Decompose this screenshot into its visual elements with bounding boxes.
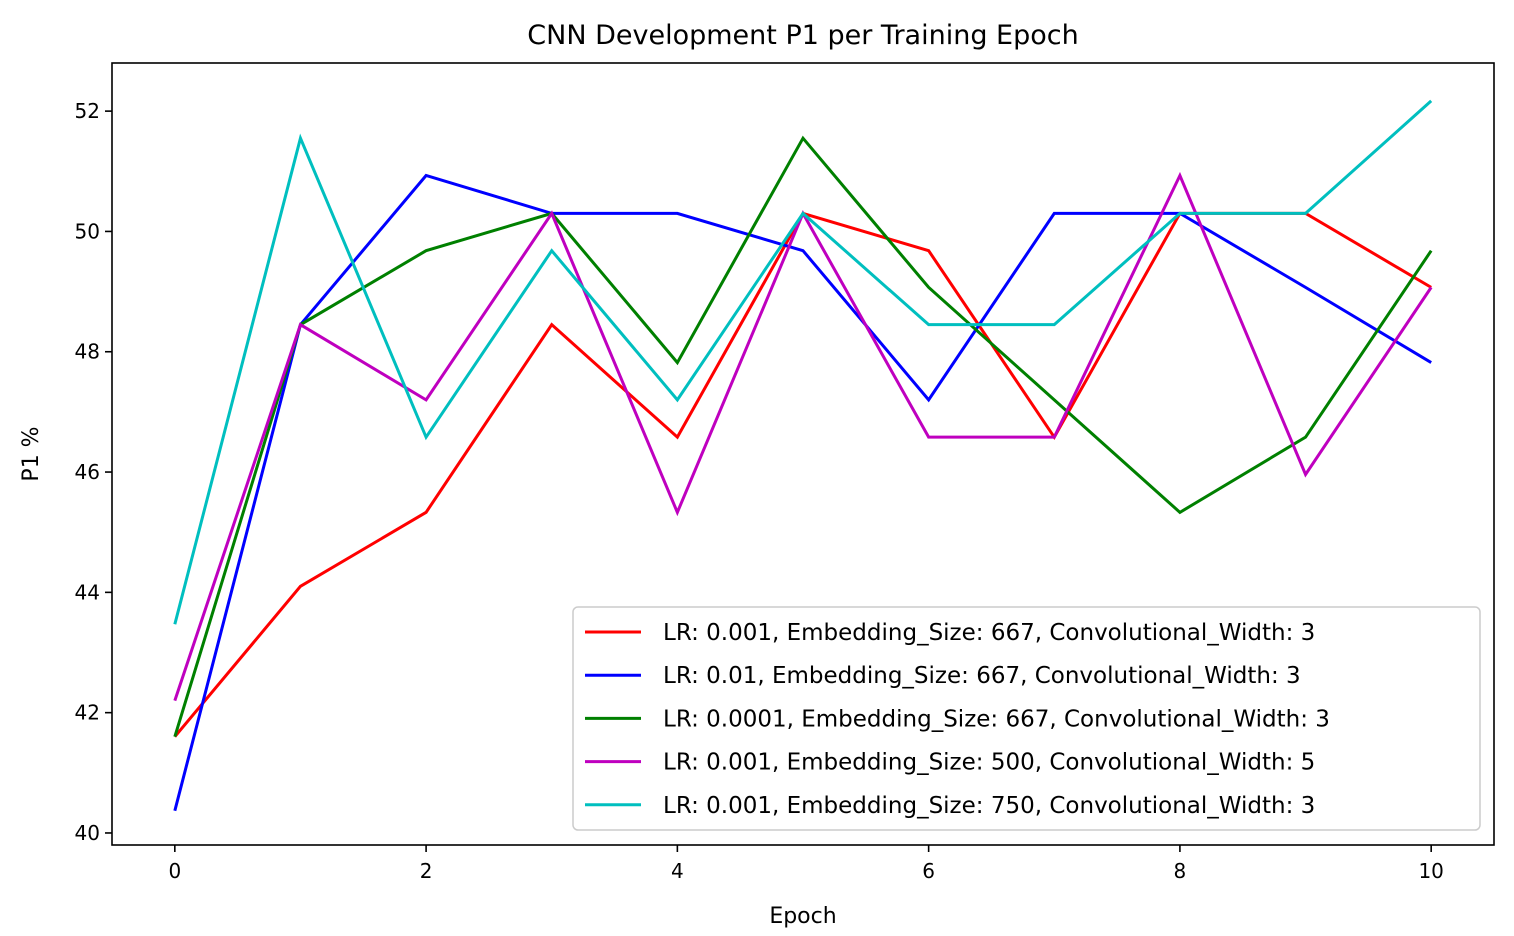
x-tick-label: 10	[1418, 859, 1443, 883]
plot-area	[173, 99, 1433, 812]
y-axis-label: P1 %	[19, 426, 44, 481]
axes-frame	[111, 62, 1495, 846]
legend-label-3: LR: 0.0001, Embedding_Size: 667, Convolu…	[663, 706, 1330, 732]
x-tick-label: 0	[168, 859, 181, 883]
legend: LR: 0.001, Embedding_Size: 667, Convolut…	[572, 606, 1481, 831]
legend-label-1: LR: 0.001, Embedding_Size: 667, Convolut…	[663, 620, 1315, 646]
legend-box	[572, 606, 1481, 831]
x-tick-label: 4	[671, 859, 684, 883]
y-tick-label: 40	[75, 821, 100, 845]
x-tick-label: 6	[922, 859, 935, 883]
series-line-5	[173, 99, 1433, 625]
chart-title: CNN Development P1 per Training Epoch	[527, 20, 1078, 51]
series-line-3	[173, 135, 1433, 738]
y-tick-label: 44	[75, 580, 100, 604]
y-tick-label: 52	[75, 99, 100, 123]
legend-label-5: LR: 0.001, Embedding_Size: 750, Convolut…	[663, 793, 1315, 819]
y-tick-label: 42	[75, 701, 100, 725]
x-tick-label: 2	[420, 859, 433, 883]
y-tick-label: 46	[75, 460, 100, 484]
x-axis-label: Epoch	[769, 904, 836, 929]
y-axis-ticks: 40 42 44 46 48 50 52	[75, 99, 112, 845]
legend-label-2: LR: 0.01, Embedding_Size: 667, Convoluti…	[663, 663, 1301, 689]
y-tick-label: 48	[75, 340, 100, 364]
x-axis-ticks: 0 2 4 6 8 10	[168, 845, 1444, 883]
legend-label-4: LR: 0.001, Embedding_Size: 500, Convolut…	[663, 750, 1315, 776]
x-tick-label: 8	[1174, 859, 1187, 883]
y-tick-label: 50	[75, 219, 100, 243]
series-line-2	[173, 173, 1432, 812]
